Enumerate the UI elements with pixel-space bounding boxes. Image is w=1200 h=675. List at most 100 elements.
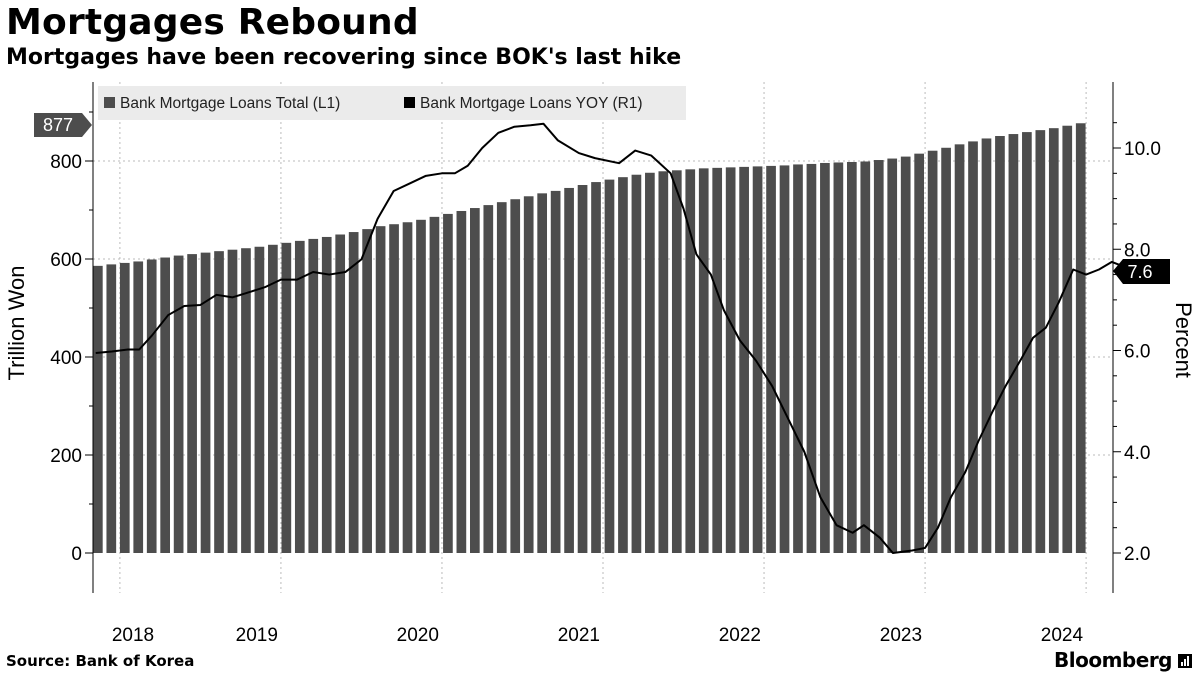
yoy-line bbox=[95, 122, 1135, 554]
bar bbox=[1035, 130, 1046, 553]
bar bbox=[887, 158, 898, 554]
bar bbox=[914, 153, 924, 553]
bar bbox=[766, 165, 776, 553]
bar bbox=[227, 249, 238, 553]
bar bbox=[416, 219, 426, 554]
bar bbox=[268, 244, 278, 554]
y-tick-label-right: 2.0 bbox=[1124, 544, 1150, 565]
bar bbox=[1048, 128, 1059, 554]
bar bbox=[739, 166, 749, 553]
bar bbox=[496, 202, 507, 553]
bar bbox=[281, 242, 292, 553]
bar bbox=[820, 162, 830, 553]
bar bbox=[591, 182, 601, 553]
brand-name: Bloomberg bbox=[1054, 648, 1172, 672]
bar bbox=[510, 199, 521, 553]
bar bbox=[389, 224, 399, 553]
chart-title: Mortgages Rebound bbox=[6, 2, 419, 43]
legend: Bank Mortgage Loans Total (L1) Bank Mort… bbox=[98, 86, 686, 120]
x-tick-label: 2021 bbox=[558, 625, 600, 645]
legend-swatch-line bbox=[404, 97, 415, 108]
y-tick-label-right: 10.0 bbox=[1124, 139, 1161, 160]
bar bbox=[1075, 123, 1086, 554]
last-value-left: 877 bbox=[43, 115, 73, 135]
bar bbox=[146, 259, 157, 553]
bar bbox=[968, 141, 978, 553]
bar bbox=[173, 255, 184, 553]
y-tick-label-left: 0 bbox=[71, 544, 82, 565]
last-value-tag-left: 877 bbox=[34, 113, 92, 137]
bar bbox=[1022, 132, 1032, 553]
bar bbox=[631, 174, 642, 553]
legend-label-yoy: Bank Mortgage Loans YOY (R1) bbox=[420, 95, 643, 112]
bar bbox=[833, 162, 844, 553]
legend-background bbox=[98, 86, 686, 120]
bar bbox=[685, 169, 696, 553]
bar bbox=[133, 261, 144, 553]
bar bbox=[93, 265, 103, 553]
bar bbox=[564, 187, 574, 553]
source-note: Source: Bank of Korea bbox=[6, 652, 195, 670]
bar bbox=[470, 208, 480, 554]
bar bbox=[712, 167, 723, 554]
bar bbox=[362, 229, 372, 554]
x-tick-label: 2024 bbox=[1041, 625, 1084, 645]
bar bbox=[806, 163, 817, 553]
bar bbox=[456, 210, 467, 554]
bar bbox=[995, 136, 1005, 553]
x-tick-label: 2020 bbox=[397, 625, 439, 645]
bar bbox=[671, 170, 682, 553]
bar bbox=[645, 172, 655, 553]
bar bbox=[294, 240, 305, 553]
bar bbox=[335, 234, 346, 553]
bar bbox=[106, 264, 117, 553]
bar bbox=[752, 166, 763, 553]
bar bbox=[308, 238, 319, 553]
x-tick-label: 2022 bbox=[719, 625, 761, 645]
bar bbox=[577, 185, 588, 553]
last-value-tag-right: 7.6 bbox=[1113, 259, 1170, 284]
bar bbox=[402, 222, 413, 553]
x-tick-label: 2018 bbox=[112, 625, 154, 645]
bar bbox=[618, 177, 628, 554]
y-axis-left-title: Trillion Won bbox=[4, 266, 29, 381]
bar bbox=[779, 165, 790, 553]
chart-subtitle: Mortgages have been recovering since BOK… bbox=[6, 45, 682, 70]
y-tick-label-left: 400 bbox=[50, 348, 82, 369]
bar bbox=[214, 251, 224, 553]
chart-area: 0 200 400 600 800 2.0 4.0 6.0 8.0 10.0 2018 2019 202… bbox=[4, 82, 1196, 645]
bar bbox=[900, 156, 911, 553]
y-axis-right-title: Percent bbox=[1171, 302, 1196, 378]
bar bbox=[429, 216, 440, 554]
bar bbox=[725, 167, 736, 553]
bar bbox=[443, 213, 453, 554]
x-tick-label: 2019 bbox=[236, 625, 278, 645]
bar bbox=[200, 252, 211, 553]
bar bbox=[241, 248, 251, 553]
bar bbox=[927, 150, 938, 553]
bar bbox=[1062, 125, 1073, 553]
axes: 0 200 400 600 800 2.0 4.0 6.0 8.0 10.0 2018 2019 202… bbox=[50, 82, 1161, 645]
x-tick-label: 2023 bbox=[880, 625, 922, 645]
legend-swatch-bar bbox=[104, 97, 115, 108]
bar bbox=[550, 190, 561, 553]
line-series-layer bbox=[95, 122, 1135, 554]
bar bbox=[523, 196, 534, 553]
bar bbox=[119, 262, 130, 553]
bar bbox=[954, 144, 965, 553]
bar bbox=[604, 179, 615, 553]
y-tick-label-left: 200 bbox=[50, 446, 82, 467]
bar bbox=[537, 193, 548, 553]
bar-series bbox=[93, 123, 1086, 554]
bar bbox=[941, 147, 951, 553]
bar bbox=[793, 164, 803, 553]
y-tick-label-left: 600 bbox=[50, 250, 82, 271]
last-value-right: 7.6 bbox=[1127, 262, 1152, 282]
bar bbox=[375, 226, 386, 554]
bar bbox=[698, 168, 709, 553]
bloomberg-logo: Bloomberg bbox=[1054, 648, 1192, 672]
bar bbox=[860, 161, 871, 554]
bar bbox=[254, 246, 265, 553]
bar bbox=[658, 171, 669, 554]
y-tick-label-right: 4.0 bbox=[1124, 443, 1150, 464]
